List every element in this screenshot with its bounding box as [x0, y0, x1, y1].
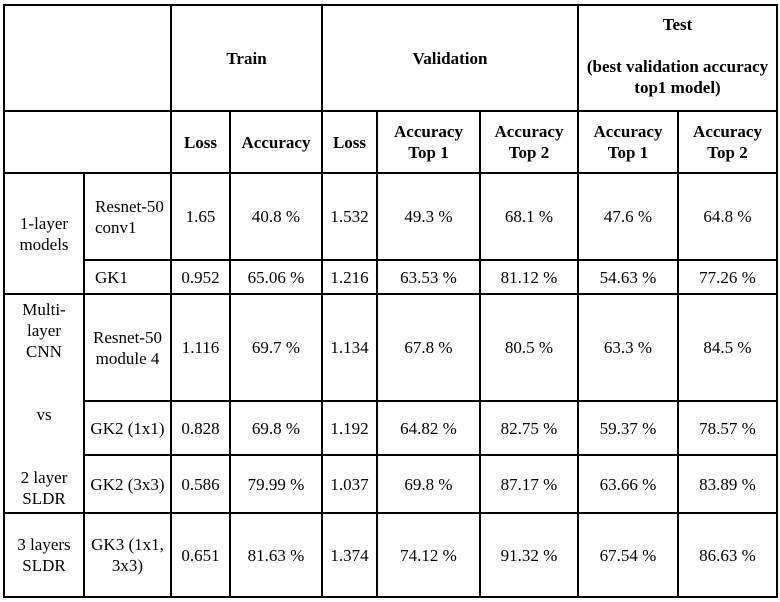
- train-loss: 0.586: [170, 454, 231, 514]
- table-row: GK1 0.952 65.06 % 1.216 63.53 % 81.12 % …: [4, 259, 779, 295]
- val-top1: 69.8 %: [376, 454, 481, 514]
- val-top1: 74.12 %: [376, 512, 481, 598]
- val-top2-header: Accuracy Top 2: [479, 110, 579, 174]
- val-top1: 49.3 %: [376, 172, 481, 261]
- train-accuracy: 40.8 %: [229, 172, 323, 261]
- table-row: Multi-layer CNN vs 2 layer SLDR Resnet-50 …: [3, 293, 779, 514]
- test-top2: 86.63 %: [676, 512, 779, 598]
- test-subtitle: (best validation accuracy top1 model): [586, 57, 769, 97]
- model-name: GK1: [83, 259, 172, 295]
- train-loss: 1.65: [170, 172, 231, 261]
- train-accuracy: 79.99 %: [229, 454, 323, 514]
- train-accuracy-header: Accuracy: [229, 110, 323, 174]
- val-loss: 1.374: [321, 512, 378, 598]
- table-row: 3 layers SLDR GK3 (1x1, 3x3) 0.651 81.63…: [3, 512, 779, 598]
- test-top2: 84.5 %: [676, 293, 779, 402]
- model-name: GK3 (1x1, 3x3): [83, 512, 172, 598]
- train-loss: 0.952: [170, 259, 231, 295]
- train-loss: 1.116: [170, 293, 231, 402]
- val-top1: 64.82 %: [376, 400, 481, 456]
- train-accuracy: 69.8 %: [229, 400, 323, 456]
- val-top2: 91.32 %: [479, 512, 579, 598]
- test-top1: 63.3 %: [577, 293, 679, 402]
- val-loss: 1.192: [321, 400, 378, 456]
- test-top2-header: Accuracy Top 2: [676, 110, 779, 174]
- test-top1: 63.66 %: [577, 454, 679, 514]
- val-loss-header: Loss: [321, 110, 378, 174]
- test-top1: 54.63 %: [577, 259, 679, 295]
- table-row: GK2 (1x1) 0.828 69.8 % 1.192 64.82 % 82.…: [4, 400, 779, 456]
- val-loss: 1.134: [321, 293, 378, 402]
- val-top2: 80.5 %: [479, 293, 579, 402]
- header-row-1: Train Validation Test (best validation a…: [3, 4, 779, 112]
- test-top2: 64.8 %: [676, 172, 779, 261]
- test-top1-header: Accuracy Top 1: [577, 110, 679, 174]
- group-label-multi-layer: Multi-layer CNN vs 2 layer SLDR: [3, 293, 85, 514]
- val-top1: 67.8 %: [376, 293, 481, 402]
- train-accuracy: 69.7 %: [229, 293, 323, 402]
- header-row-2: Loss Accuracy Loss Accuracy Top 1 Accurac…: [3, 110, 779, 174]
- model-name: Resnet-50 conv1: [83, 172, 172, 261]
- table-row: 1-layer models Resnet-50 conv1 1.65 40.8…: [3, 172, 779, 295]
- test-top2: 78.57 %: [676, 400, 779, 456]
- val-top1-header: Accuracy Top 1: [376, 110, 481, 174]
- val-top2: 82.75 %: [479, 400, 579, 456]
- group-label-1-layer: 1-layer models: [3, 172, 85, 295]
- corner-cell-2: [3, 110, 172, 174]
- table-row: GK2 (3x3) 0.586 79.99 % 1.037 69.8 % 87.…: [4, 454, 779, 514]
- validation-header: Validation: [321, 4, 579, 112]
- val-loss: 1.216: [321, 259, 378, 295]
- results-table: Train Validation Test (best validation a…: [3, 4, 779, 598]
- val-top2: 81.12 %: [479, 259, 579, 295]
- test-top1: 67.54 %: [577, 512, 679, 598]
- test-title: Test: [662, 15, 693, 34]
- train-loss-header: Loss: [170, 110, 231, 174]
- train-loss: 0.651: [170, 512, 231, 598]
- val-loss: 1.532: [321, 172, 378, 261]
- test-header: Test (best validation accuracy top1 mode…: [576, 4, 779, 112]
- test-top2: 83.89 %: [676, 454, 779, 514]
- train-accuracy: 81.63 %: [229, 512, 323, 598]
- corner-cell: [3, 4, 172, 112]
- model-name: Resnet-50 module 4: [83, 293, 172, 402]
- train-loss: 0.828: [170, 400, 231, 456]
- test-top1: 47.6 %: [577, 172, 679, 261]
- val-top2: 87.17 %: [479, 454, 579, 514]
- train-header: Train: [170, 4, 323, 112]
- val-top1: 63.53 %: [376, 259, 481, 295]
- model-name: GK2 (3x3): [83, 454, 172, 514]
- train-accuracy: 65.06 %: [229, 259, 323, 295]
- val-top2: 68.1 %: [479, 172, 579, 261]
- test-top2: 77.26 %: [676, 259, 779, 295]
- group-label-3-layers: 3 layers SLDR: [3, 512, 85, 598]
- test-top1: 59.37 %: [577, 400, 679, 456]
- model-name: GK2 (1x1): [83, 400, 172, 456]
- val-loss: 1.037: [321, 454, 378, 514]
